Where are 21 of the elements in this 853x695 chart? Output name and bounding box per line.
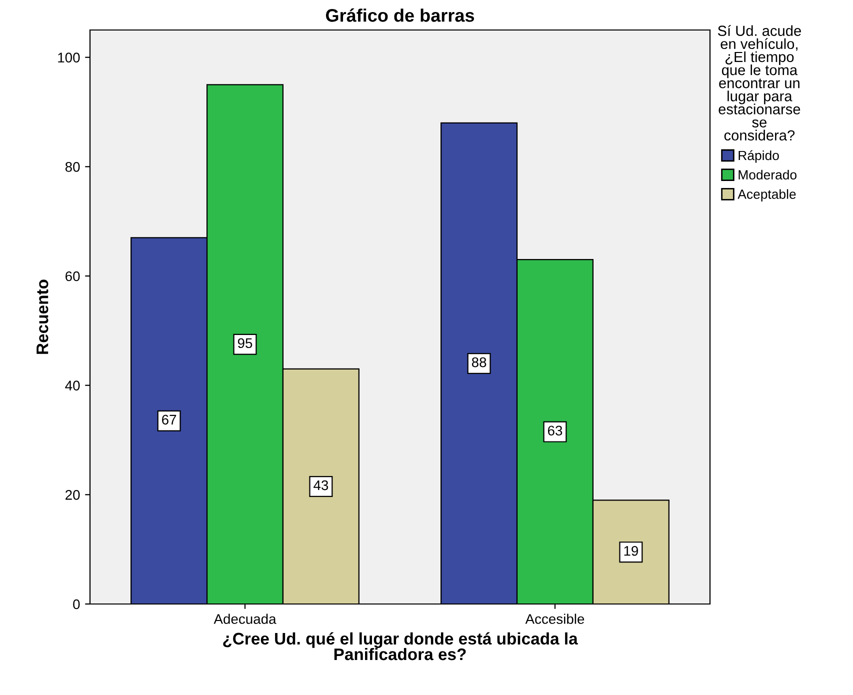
legend-label: Rápido — [738, 150, 779, 163]
legend-label: Moderado — [738, 170, 797, 180]
legend-label: Aceptable — [738, 189, 796, 202]
y-tick-label: 100 — [58, 52, 80, 63]
text: Sí Ud. acude en vehículo, ¿El tiempo que le toma encontrar un lugar para estacionarse se considera? — [718, 25, 801, 141]
y-tick-label: 60 — [66, 271, 80, 282]
data-label: 67 — [162, 414, 176, 425]
y-tick-label: 40 — [65, 380, 80, 391]
chart-title: Gráfico de barras — [326, 8, 474, 22]
y-axis-title: Recuento — [36, 280, 48, 354]
y-tick-label: 0 — [73, 599, 80, 610]
data-label: 88 — [472, 357, 486, 368]
y-tick-label: 20 — [66, 490, 80, 500]
x-tick-label: Adecuada — [214, 614, 276, 624]
data-label: 19 — [624, 546, 638, 556]
x-tick-label: Accesible — [525, 614, 584, 624]
y-tick-label: 80 — [65, 162, 80, 172]
data-label: 43 — [314, 480, 328, 490]
data-label: 95 — [238, 338, 252, 348]
data-label: 63 — [548, 426, 562, 436]
x-axis-title: ¿Cree Ud. qué el lugar donde está ubicada la Panificadora es? — [223, 632, 578, 660]
